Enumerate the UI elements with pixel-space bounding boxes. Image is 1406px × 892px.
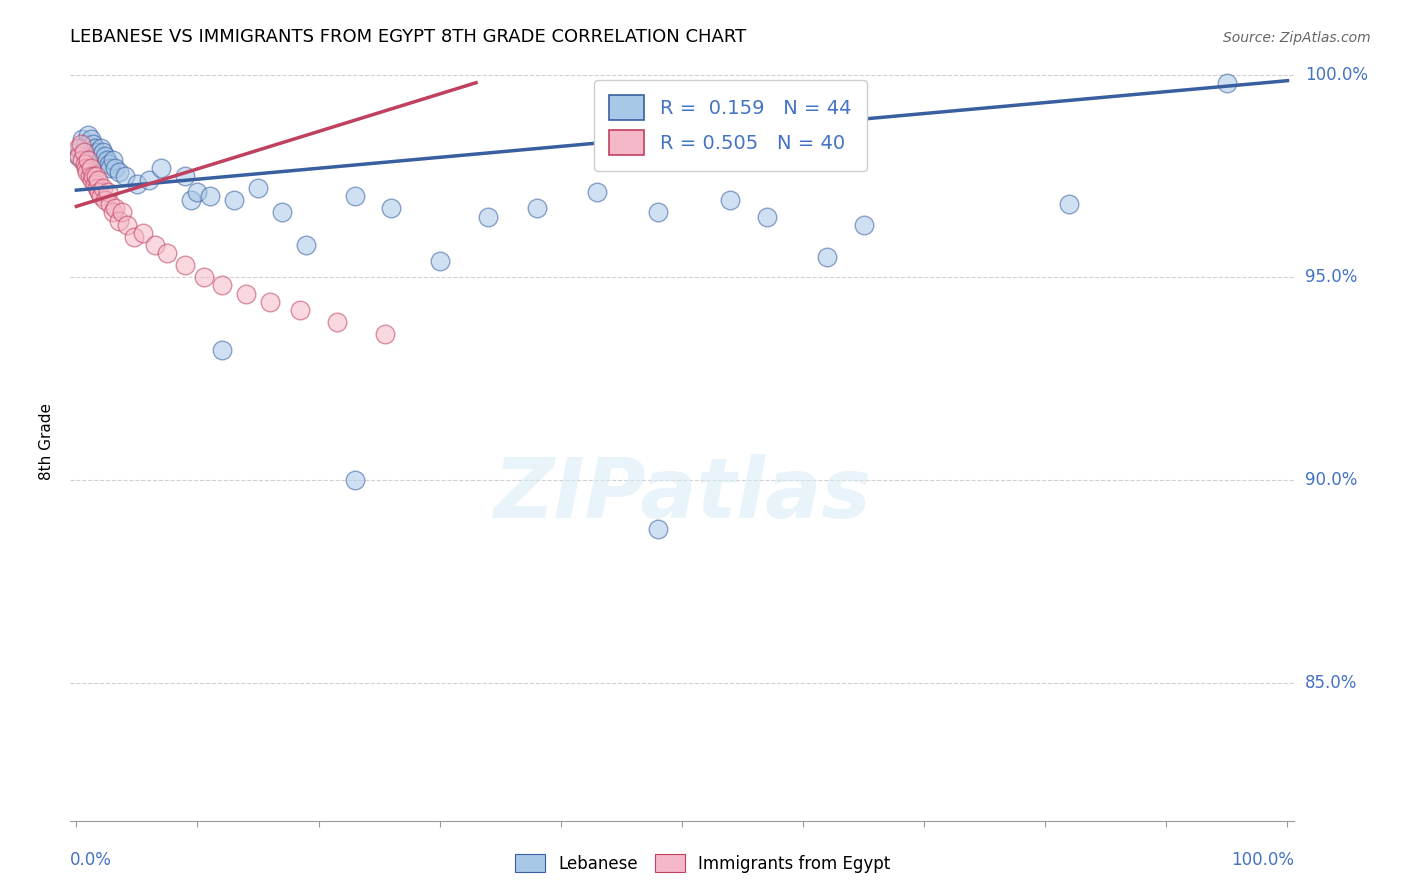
Point <box>374 327 396 342</box>
Point <box>94 194 117 208</box>
Point <box>84 169 107 183</box>
Point <box>75 136 97 151</box>
Point <box>101 153 124 167</box>
Text: 90.0%: 90.0% <box>1305 471 1357 489</box>
Point <box>259 294 281 309</box>
Point <box>94 149 117 163</box>
Point <box>125 177 148 191</box>
Point <box>174 258 197 272</box>
Point <box>89 185 111 199</box>
Point <box>83 140 105 154</box>
Point <box>66 140 89 154</box>
Y-axis label: 8th Grade: 8th Grade <box>38 403 53 480</box>
Point <box>98 197 121 211</box>
Point <box>98 157 121 171</box>
Point <box>718 194 741 208</box>
Point <box>91 145 114 159</box>
Text: 100.0%: 100.0% <box>1305 66 1368 84</box>
Legend: R =  0.159   N = 44, R = 0.505   N = 40: R = 0.159 N = 44, R = 0.505 N = 40 <box>593 79 868 170</box>
Point <box>815 250 838 264</box>
Point <box>77 128 100 143</box>
Point <box>138 173 160 187</box>
Point <box>247 181 270 195</box>
Text: ZIPatlas: ZIPatlas <box>494 454 870 535</box>
Point <box>647 522 669 536</box>
Point <box>83 177 105 191</box>
Text: Source: ZipAtlas.com: Source: ZipAtlas.com <box>1223 31 1371 45</box>
Point <box>193 270 215 285</box>
Point <box>326 315 349 329</box>
Point <box>343 473 366 487</box>
Legend: Lebanese, Immigrants from Egypt: Lebanese, Immigrants from Egypt <box>509 847 897 880</box>
Point <box>180 194 202 208</box>
Point <box>80 132 103 146</box>
Point <box>111 205 134 219</box>
Point <box>86 145 108 159</box>
Point <box>477 210 499 224</box>
Text: 0.0%: 0.0% <box>69 851 111 869</box>
Point <box>91 181 114 195</box>
Point <box>186 185 208 199</box>
Point <box>90 189 112 203</box>
Point <box>271 205 294 219</box>
Point <box>380 202 402 216</box>
Point <box>75 161 97 175</box>
Point <box>82 169 104 183</box>
Point <box>107 213 129 227</box>
Point <box>1216 76 1239 90</box>
Point <box>104 161 127 175</box>
Point <box>87 149 110 163</box>
Point <box>98 161 121 175</box>
Point <box>115 218 138 232</box>
Point <box>429 254 451 268</box>
Point <box>647 205 669 219</box>
Point <box>104 202 127 216</box>
Point <box>107 165 129 179</box>
Text: 95.0%: 95.0% <box>1305 268 1357 286</box>
Point <box>82 136 104 151</box>
Point <box>114 169 136 183</box>
Point <box>343 189 366 203</box>
Point <box>124 229 146 244</box>
Point <box>70 136 93 151</box>
Point <box>72 132 94 146</box>
Point <box>96 153 118 167</box>
Point <box>72 153 94 167</box>
Point <box>852 218 875 232</box>
Point <box>211 278 233 293</box>
Point <box>1059 197 1081 211</box>
Point <box>97 185 120 199</box>
Point <box>156 246 179 260</box>
Point <box>295 238 318 252</box>
Text: LEBANESE VS IMMIGRANTS FROM EGYPT 8TH GRADE CORRELATION CHART: LEBANESE VS IMMIGRANTS FROM EGYPT 8TH GR… <box>70 28 747 45</box>
Point <box>66 149 89 163</box>
Point <box>73 157 96 171</box>
Point <box>211 343 233 358</box>
Point <box>86 181 108 195</box>
Point <box>79 169 101 183</box>
Point <box>101 205 124 219</box>
Point <box>198 189 221 203</box>
Point <box>87 173 110 187</box>
Point <box>235 286 257 301</box>
Point <box>72 145 94 159</box>
Point <box>150 161 173 175</box>
Point <box>526 202 548 216</box>
Point <box>76 165 98 179</box>
Point <box>174 169 197 183</box>
Point <box>143 238 166 252</box>
Point <box>755 210 778 224</box>
Point <box>67 149 90 163</box>
Point <box>290 302 312 317</box>
Text: 85.0%: 85.0% <box>1305 673 1357 692</box>
Text: 100.0%: 100.0% <box>1232 851 1295 869</box>
Point <box>82 173 104 187</box>
Point <box>77 153 100 167</box>
Point <box>90 140 112 154</box>
Point <box>69 140 91 154</box>
Point <box>586 185 609 199</box>
Point <box>80 161 103 175</box>
Point <box>222 194 245 208</box>
Point <box>132 226 155 240</box>
